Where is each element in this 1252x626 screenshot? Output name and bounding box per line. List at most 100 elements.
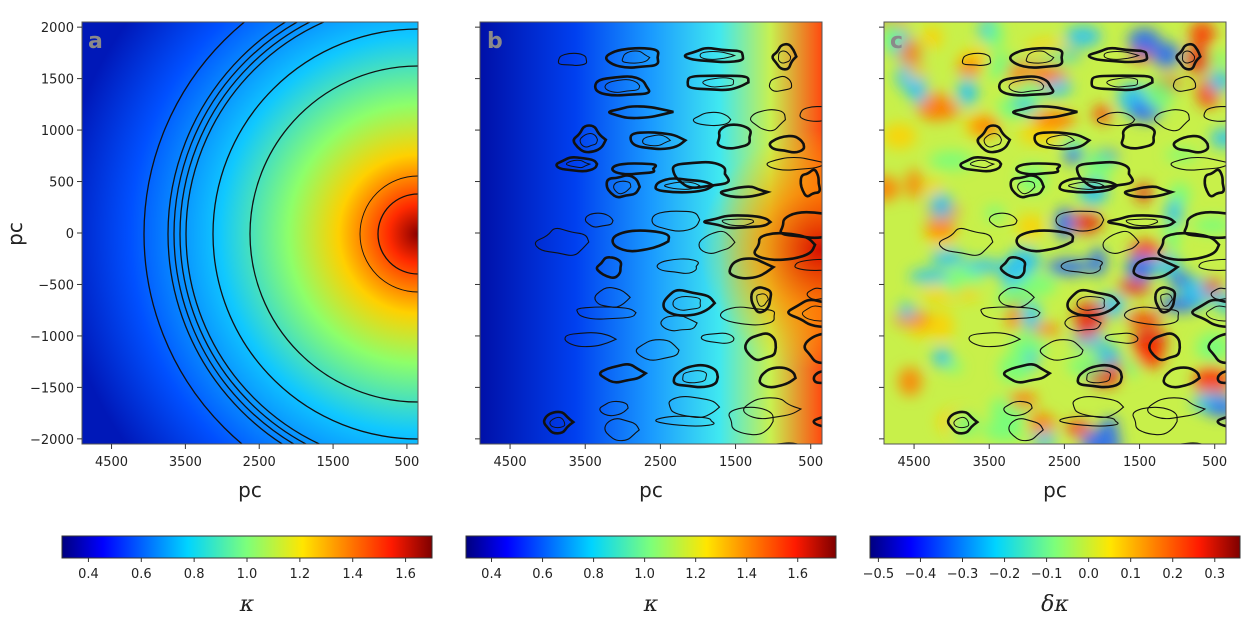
contour-arc [167, 22, 287, 444]
residual-patch [899, 39, 923, 67]
contour-blob [1203, 106, 1226, 122]
contour-blob [629, 131, 688, 151]
residual-patch [930, 248, 964, 267]
contour-blob [1090, 74, 1154, 92]
panel-c-letter: c [890, 29, 903, 54]
x-tick-label: 2500 [243, 455, 276, 470]
contour-blob [744, 332, 778, 362]
contour-blob-inner [1229, 417, 1252, 424]
contour-blob [728, 257, 776, 280]
contour-blob [1170, 156, 1226, 171]
contour-blob [595, 255, 623, 280]
contour-blob-inner [672, 295, 701, 311]
contour-blob [1216, 370, 1226, 385]
residual-patch [1125, 311, 1162, 326]
contour-blob [743, 397, 803, 420]
residual-patch [925, 178, 942, 196]
colorbar-b-label: κ [643, 592, 659, 617]
residual-patch [924, 219, 957, 238]
colorbar-tick-label: 0.1 [1120, 567, 1141, 582]
contour-blob [1008, 418, 1044, 442]
contour-blob [803, 332, 822, 365]
contour-blob [635, 339, 680, 361]
contour-blob-inner [1086, 370, 1112, 384]
contour-blob [564, 332, 618, 348]
contour-blob [812, 370, 822, 385]
residual-patch [1089, 247, 1107, 277]
contour-blob [766, 156, 822, 171]
x-tick-label: 500 [798, 455, 823, 470]
contour-arc [377, 193, 418, 275]
contour-blob [1191, 298, 1226, 329]
contour-blob [686, 74, 750, 92]
contour-blob-inner [682, 370, 708, 384]
contour-blob-inner [983, 133, 1003, 148]
residual-patch [1032, 431, 1057, 444]
contour-blob [598, 448, 650, 460]
contour-blob [716, 123, 752, 150]
contour-blob [1064, 315, 1102, 332]
contour-blob-inner [1068, 181, 1105, 190]
contour-blob [662, 288, 717, 317]
residual-patch [928, 310, 954, 341]
contour-blob-inner [549, 416, 566, 429]
contour-blob [1107, 214, 1177, 230]
contour-blob-inner [607, 449, 635, 456]
colorbar-tick-label: 1.6 [787, 567, 808, 582]
residual-patch [1026, 412, 1056, 434]
colorbar-tick-label: 1.4 [342, 567, 363, 582]
contour-blob [799, 106, 822, 122]
colorbar-tick-label: 0.8 [583, 567, 604, 582]
x-tick-label: 1500 [1123, 455, 1156, 470]
contour-blob-inner [1008, 79, 1045, 93]
contour-blob [584, 212, 614, 228]
contour-blob [700, 332, 735, 344]
colorbar-a: 0.4 0.6 0.8 1.0 1.2 1.4 1.6 κ [61, 535, 433, 617]
colorbar-c-label: δκ [1041, 592, 1069, 617]
contour-blob [768, 75, 793, 92]
contour-blob [946, 410, 980, 435]
contour-blob-inner [621, 50, 651, 64]
contour-blob [1008, 46, 1064, 69]
colorbar-tick-label: 0.4 [481, 567, 502, 582]
y-tick-label: 1500 [41, 73, 74, 88]
residual-patch [1080, 428, 1122, 444]
colorbar-tick-label: 1.4 [736, 567, 757, 582]
contour-blob-inner [1106, 77, 1139, 88]
contour-blob [988, 212, 1018, 228]
contour-blob-inner [642, 134, 672, 147]
residual-patch [1196, 332, 1226, 363]
colorbar-tick-label: 1.6 [395, 567, 416, 582]
contour-blob [1172, 75, 1197, 92]
residual-patch [1128, 27, 1161, 54]
panel-c-x-ticks: 4500 3500 2500 1500 500 [898, 444, 1227, 470]
residual-patch [957, 58, 982, 77]
contour-blob [611, 229, 671, 253]
y-tick-label: −1500 [30, 381, 74, 396]
contour-blob [557, 52, 588, 66]
contour-blob [787, 298, 822, 329]
contour-blob-inner [565, 159, 592, 169]
contour-blob-inner [613, 180, 632, 195]
contour-blob [1002, 448, 1054, 460]
contour-blob [654, 177, 716, 194]
panel-c-x-axis-label: pc [1043, 478, 1067, 502]
contour-blob [598, 362, 649, 384]
contour-blob [799, 168, 822, 198]
residual-patch [1064, 25, 1102, 47]
contour-blob-inner [777, 50, 792, 64]
contour-blob [753, 231, 817, 262]
residual-patch [997, 98, 1021, 119]
panel-a-contours [143, 22, 418, 444]
contour-blob [576, 306, 637, 320]
residual-patch [1204, 402, 1226, 417]
colorbar-tick-label: 1.2 [685, 567, 706, 582]
colorbar-b: 0.4 0.6 0.8 1.0 1.2 1.4 1.6 κ [465, 535, 837, 617]
residual-patch [1192, 217, 1226, 234]
x-tick-label: 500 [1202, 455, 1227, 470]
contour-blob-inner [801, 305, 822, 322]
contour-blob [812, 416, 822, 428]
residual-patch [1092, 105, 1112, 123]
panel-b-letter: b [487, 29, 503, 54]
